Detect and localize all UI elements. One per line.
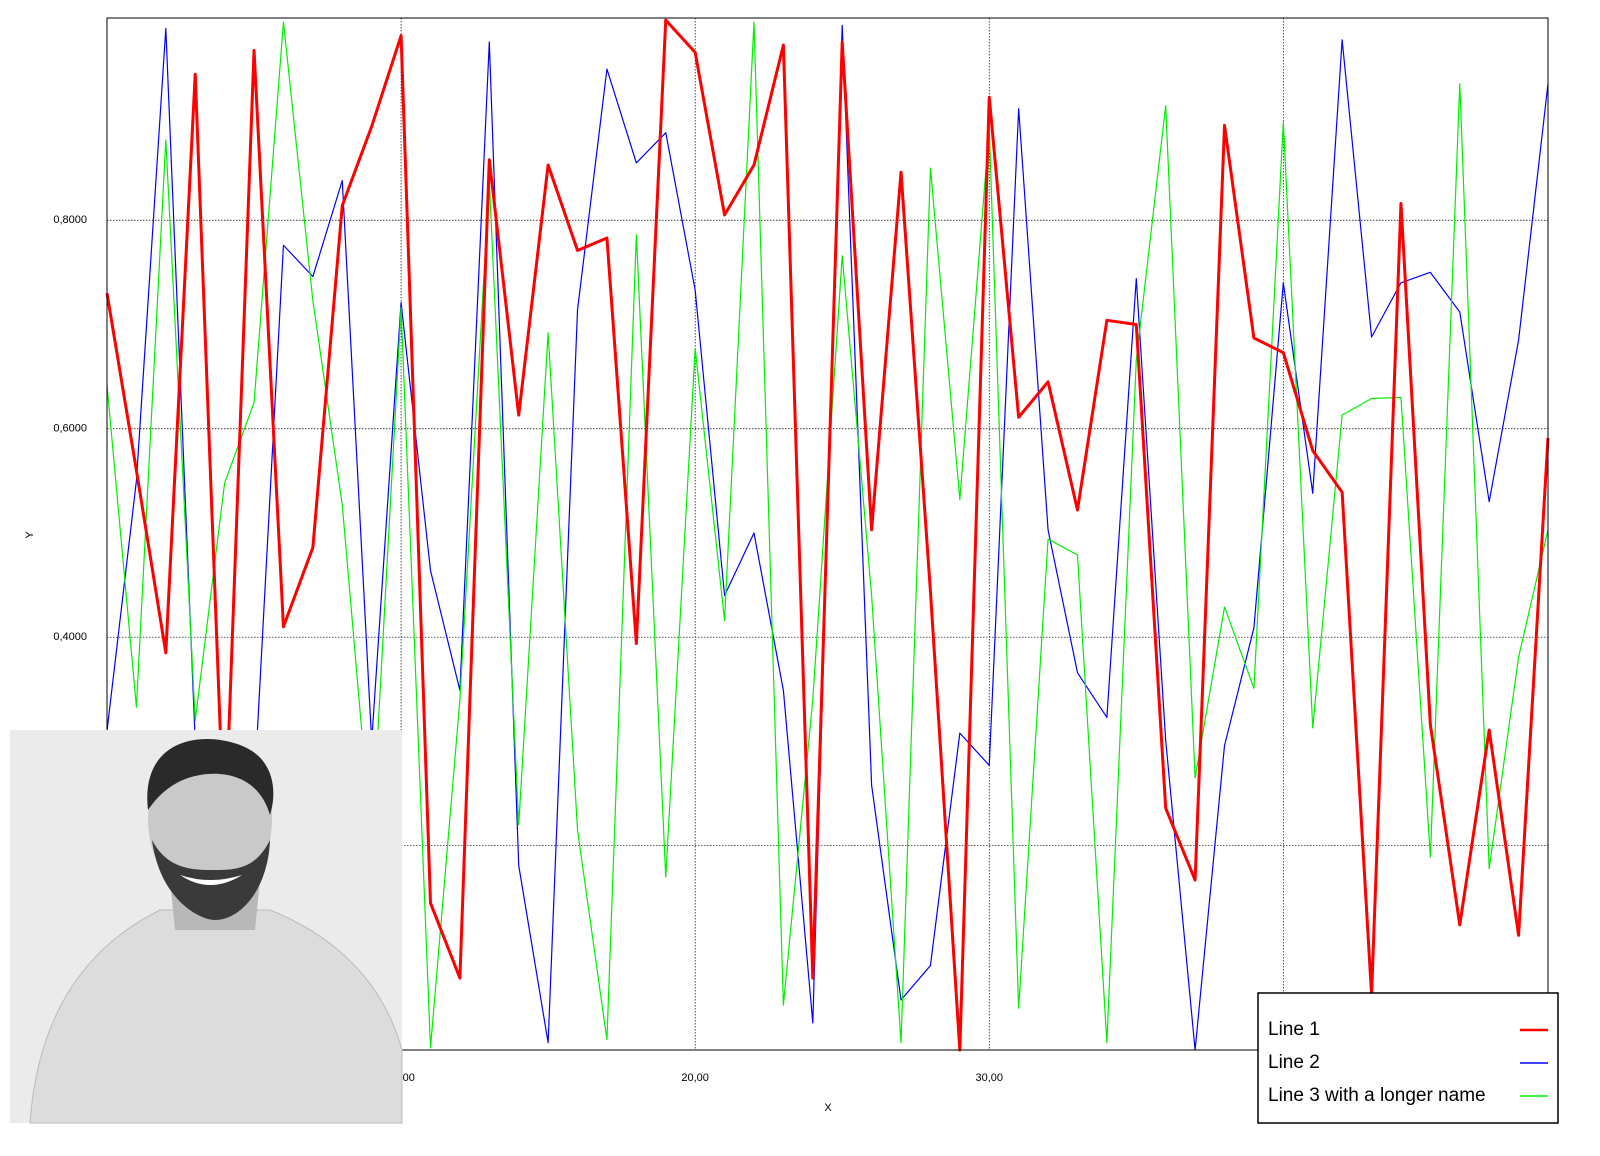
y-axis-label: Y [24,531,36,539]
lines [105,18,1550,1052]
x-tick-label: 30,00 [975,1072,1003,1084]
legend-box [1257,992,1559,1124]
legend-label: Line 3 with a longer name [1268,1085,1486,1106]
photo [10,730,403,1124]
y-tick-label: 0,8000 [53,214,87,226]
x-tick-label: 20,00 [681,1072,709,1084]
plot-frame [106,17,1549,1051]
legend: Line 1 Line 2 Line 3 with a longer name [1257,992,1559,1124]
legend-label: Line 1 [1268,1019,1320,1040]
legend-label: Line 2 [1268,1052,1320,1073]
y-tick-label: 0,4000 [53,631,87,643]
y-tick-label: 0,6000 [53,423,87,435]
series-line [105,18,1550,1052]
x-axis-label: X [824,1102,832,1114]
